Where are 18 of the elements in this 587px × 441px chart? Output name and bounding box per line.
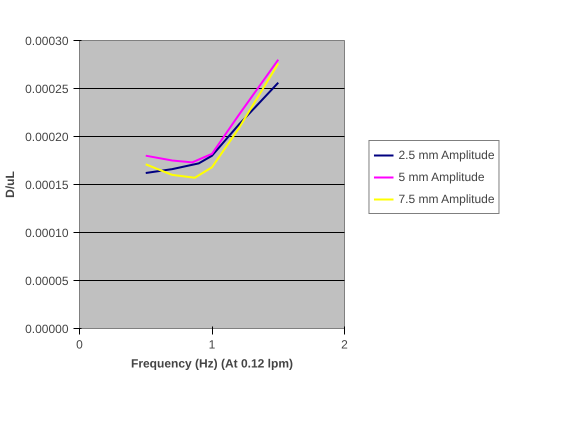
y-tick-label: 0.00000 xyxy=(25,322,69,336)
legend-label: 7.5 mm Amplitude xyxy=(398,192,495,206)
y-tick-label: 0.00005 xyxy=(25,274,69,288)
x-tick-label: 1 xyxy=(208,338,216,352)
y-tick-label: 0.00030 xyxy=(25,34,69,48)
line-series xyxy=(144,62,280,179)
y-tick-label: 0.00015 xyxy=(25,178,69,192)
x-axis-title: Frequency (Hz) (At 0.12 lpm) xyxy=(130,356,294,370)
legend-label: 2.5 mm Amplitude xyxy=(398,148,495,162)
y-tick-label: 0.00020 xyxy=(25,130,69,144)
x-tick-label: 0 xyxy=(76,338,84,352)
y-tick-label: 0.00025 xyxy=(25,82,69,96)
legend-label: 5 mm Amplitude xyxy=(398,170,485,184)
line-series xyxy=(144,58,280,164)
line-series xyxy=(144,82,280,174)
x-tick-label: 2 xyxy=(341,338,348,352)
y-axis-title: D/uL xyxy=(3,171,18,198)
y-tick-label: 0.00010 xyxy=(25,226,69,240)
